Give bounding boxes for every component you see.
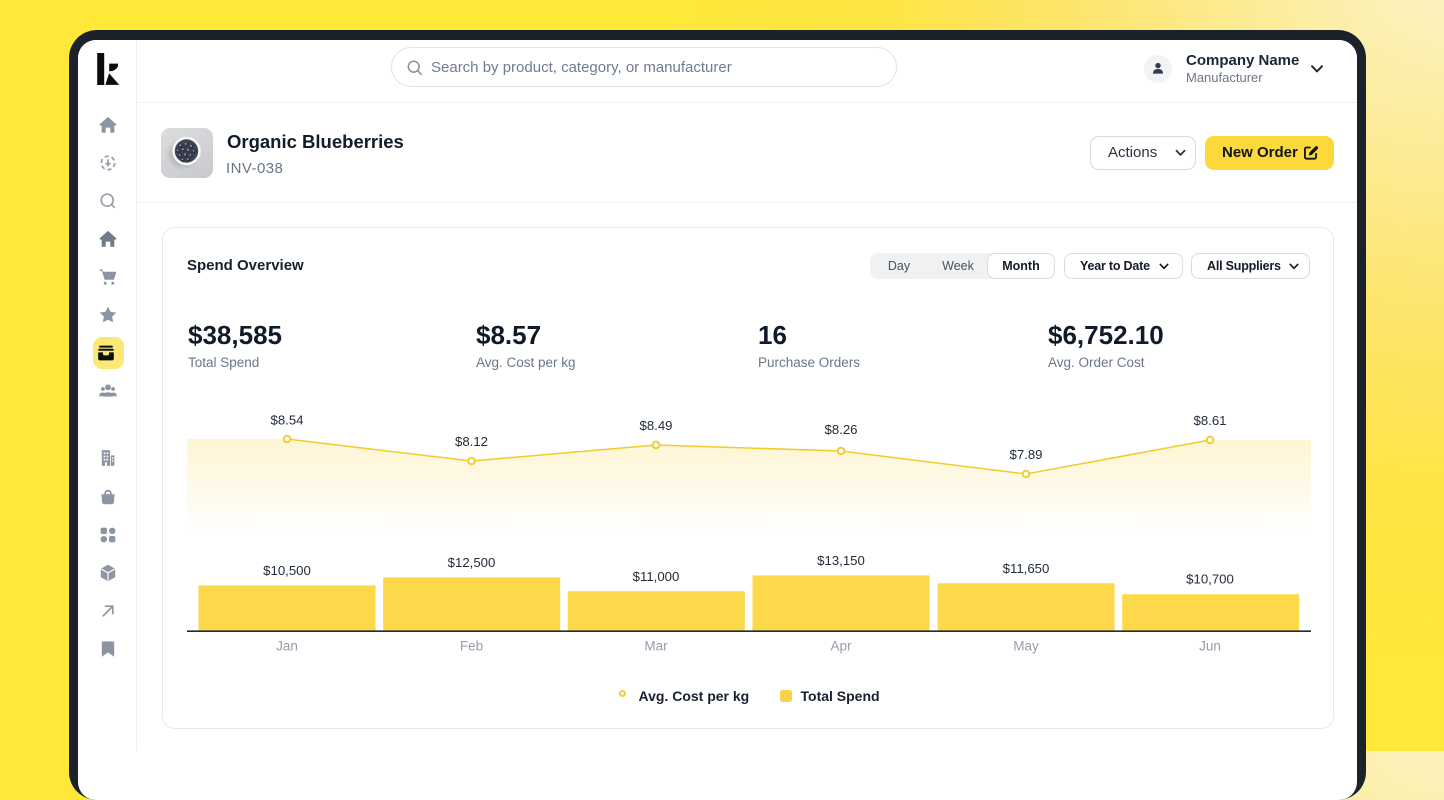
- svg-text:$10,700: $10,700: [1186, 572, 1234, 587]
- svg-text:$11,650: $11,650: [1003, 561, 1050, 576]
- svg-text:Jun: Jun: [1199, 639, 1221, 654]
- svg-text:$8.54: $8.54: [270, 413, 303, 428]
- svg-text:$8.49: $8.49: [639, 418, 672, 433]
- svg-text:Apr: Apr: [830, 639, 852, 654]
- svg-text:$10,500: $10,500: [263, 563, 311, 578]
- svg-text:Feb: Feb: [460, 639, 483, 654]
- svg-text:$11,000: $11,000: [633, 569, 680, 584]
- svg-text:Jan: Jan: [276, 639, 298, 654]
- svg-text:$7.89: $7.89: [1009, 447, 1042, 462]
- svg-text:May: May: [1013, 639, 1039, 654]
- svg-text:$13,150: $13,150: [817, 553, 865, 568]
- svg-text:$8.26: $8.26: [824, 422, 857, 437]
- svg-text:$8.61: $8.61: [1193, 413, 1226, 428]
- svg-text:Mar: Mar: [644, 639, 668, 654]
- svg-text:$8.12: $8.12: [455, 434, 488, 449]
- svg-text:$12,500: $12,500: [448, 555, 496, 570]
